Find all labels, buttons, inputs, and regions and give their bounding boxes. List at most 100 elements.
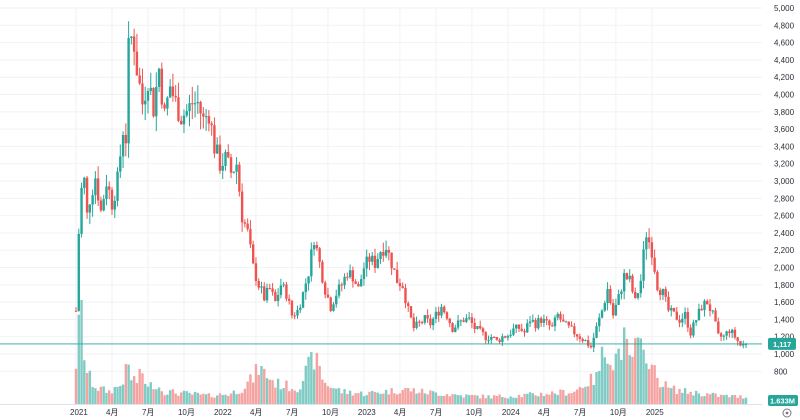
candle-body bbox=[243, 222, 247, 224]
candle-body bbox=[199, 101, 202, 114]
candle-body bbox=[550, 325, 554, 327]
volume-bar bbox=[213, 397, 216, 404]
candle-body bbox=[204, 116, 208, 118]
candle-body bbox=[99, 200, 103, 211]
volume-bar bbox=[658, 387, 662, 404]
candle-body bbox=[470, 317, 474, 324]
candle-body bbox=[94, 178, 97, 196]
candle-body bbox=[467, 317, 471, 319]
volume-bar bbox=[99, 386, 103, 404]
candle-body bbox=[108, 186, 111, 190]
candle-body bbox=[686, 312, 690, 328]
volume-bar bbox=[589, 373, 593, 404]
price-axis[interactable]: 800 1,000 1,200 1,400 1,600 1,800 2,000 2,200 2,… bbox=[774, 4, 795, 376]
volume-bar bbox=[365, 395, 368, 404]
candle-body bbox=[498, 339, 501, 342]
candle-body bbox=[620, 291, 623, 295]
candle-body bbox=[213, 125, 216, 154]
volume-bar bbox=[335, 388, 338, 404]
volume-bar bbox=[622, 327, 626, 404]
candle-body bbox=[642, 249, 645, 281]
volume-bar bbox=[528, 392, 532, 404]
candle-body bbox=[595, 326, 598, 338]
x-tick-label: 4月 bbox=[394, 408, 406, 417]
volume-bar bbox=[631, 356, 634, 404]
candle-body bbox=[722, 335, 726, 337]
volume-bar bbox=[304, 365, 307, 404]
volume-bar bbox=[647, 369, 651, 404]
candle-body bbox=[664, 288, 667, 297]
candle-body bbox=[553, 317, 557, 327]
volume-bar bbox=[456, 395, 460, 404]
candle-body bbox=[409, 306, 413, 318]
candle-body bbox=[653, 257, 656, 272]
candle-body bbox=[415, 321, 418, 329]
volume-bar bbox=[271, 380, 274, 404]
volume-bar bbox=[656, 377, 659, 404]
candle-body bbox=[401, 286, 404, 288]
candle-body bbox=[440, 306, 443, 316]
volume-bar bbox=[694, 390, 698, 404]
candle-body bbox=[700, 308, 703, 311]
y-tick-label: 3,400 bbox=[774, 142, 795, 151]
volume-bar bbox=[96, 390, 100, 404]
time-axis[interactable]: 2021 4月 7月 10月 2022 4月 7月 10月 2023 4月 7月 10月 2024 4月 7… bbox=[0, 404, 762, 418]
candle-body bbox=[221, 165, 224, 171]
volume-bar bbox=[307, 356, 310, 404]
volume-bar bbox=[85, 373, 89, 404]
candle-body bbox=[418, 321, 421, 323]
candle-body bbox=[74, 310, 78, 312]
volume-bar bbox=[268, 379, 272, 404]
volume-bar bbox=[611, 370, 615, 404]
candle-body bbox=[296, 309, 299, 316]
volume-bar bbox=[285, 380, 288, 404]
candle-body bbox=[326, 294, 330, 298]
y-tick-label: 1,000 bbox=[774, 350, 795, 359]
candle-body bbox=[180, 120, 183, 125]
candle-body bbox=[293, 315, 296, 317]
candle-body bbox=[639, 280, 642, 294]
candle-body bbox=[711, 310, 714, 312]
volume-bar bbox=[689, 391, 692, 404]
volume-bar bbox=[476, 395, 479, 404]
volume-bar bbox=[77, 314, 80, 404]
y-tick-label: 1,800 bbox=[774, 281, 795, 290]
volume-bar bbox=[318, 365, 321, 404]
candle-body bbox=[210, 123, 213, 126]
y-tick-label: 2,800 bbox=[774, 194, 795, 203]
y-tick-label: 4,600 bbox=[774, 39, 795, 48]
volume-bar bbox=[257, 375, 260, 404]
volume-bar bbox=[401, 390, 404, 404]
volume-bar bbox=[407, 387, 410, 404]
x-tick-label: 7月 bbox=[574, 408, 586, 417]
volume-bar bbox=[299, 389, 302, 404]
volume-bar bbox=[506, 398, 510, 404]
volume-bar bbox=[467, 395, 471, 404]
volume-bar bbox=[210, 397, 213, 404]
volume-bar bbox=[570, 393, 573, 404]
candle-body bbox=[207, 116, 211, 124]
gear-icon[interactable] bbox=[782, 408, 792, 418]
volume-bar bbox=[127, 364, 130, 404]
candle-body bbox=[650, 242, 654, 258]
candle-body bbox=[382, 252, 385, 256]
volume-bar bbox=[166, 394, 169, 404]
volume-bar bbox=[443, 395, 446, 404]
volume-bar bbox=[199, 394, 202, 404]
candle-body bbox=[539, 318, 543, 323]
volume-bar bbox=[152, 389, 155, 404]
volume-bar bbox=[83, 360, 86, 404]
volume-bar bbox=[550, 391, 554, 404]
volume-bar bbox=[520, 397, 523, 404]
candle-body bbox=[343, 276, 346, 286]
volume-bar bbox=[232, 390, 236, 404]
candle-body bbox=[534, 319, 537, 329]
volume-bar bbox=[185, 391, 188, 404]
volume-bar bbox=[736, 397, 739, 404]
candle-body bbox=[564, 321, 568, 323]
candle-body bbox=[703, 300, 706, 311]
candle-body bbox=[481, 328, 485, 333]
x-tick-label: 7月 bbox=[286, 408, 298, 417]
